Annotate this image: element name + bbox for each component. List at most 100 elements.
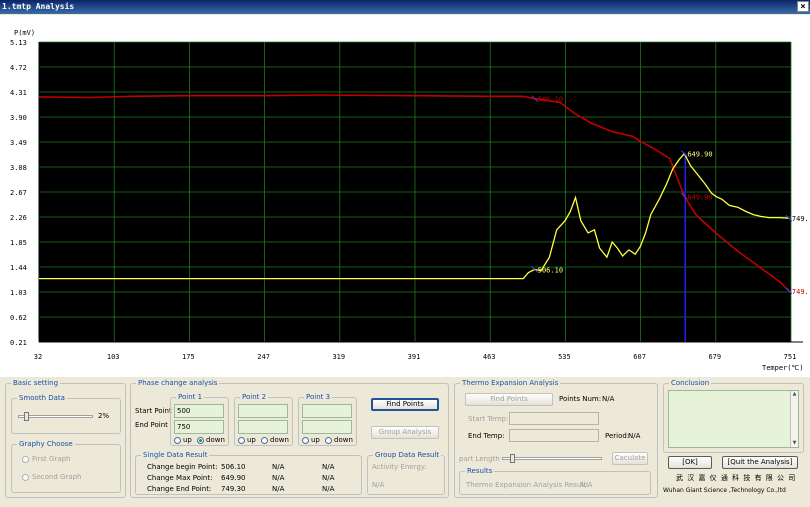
second-graph-radio[interactable] bbox=[22, 474, 29, 481]
group-analysis-button[interactable]: Group Analysis bbox=[371, 426, 439, 439]
group-data-result-legend: Group Data Result bbox=[373, 451, 442, 460]
point-3-down-radio[interactable] bbox=[325, 437, 332, 444]
point-1-up-radio[interactable] bbox=[174, 437, 181, 444]
change-begin-value-1: 506.10 bbox=[221, 463, 246, 471]
smooth-data-legend: Smooth Data bbox=[17, 394, 67, 403]
series-line-1 bbox=[38, 94, 790, 292]
caculate-button[interactable]: Caculate bbox=[612, 452, 648, 465]
thermo-results-group: Results Thermo Expansion Analysis Result… bbox=[459, 467, 651, 495]
thermo-find-points-button[interactable]: Find Points bbox=[465, 393, 553, 406]
change-end-label: Change End Point: bbox=[147, 485, 212, 493]
smooth-slider-thumb[interactable] bbox=[23, 412, 29, 421]
start-temp-label: Start Temp: bbox=[468, 415, 509, 423]
y-tick-label: 0.21 bbox=[10, 339, 27, 347]
annotation-marker bbox=[680, 192, 688, 200]
first-graph-radio[interactable] bbox=[22, 456, 29, 463]
part-length-label: part Length bbox=[459, 455, 500, 463]
phase-change-legend: Phase change analysis bbox=[136, 379, 220, 388]
annotation-label: 649.90 bbox=[687, 193, 712, 201]
point-3-end-input[interactable] bbox=[302, 420, 352, 434]
find-points-button[interactable]: Find Points bbox=[371, 398, 439, 411]
company-name-cn: 武 汉 嘉 仪 通 科 技 有 限 公 司 bbox=[676, 474, 797, 482]
activity-energy-value: N/A bbox=[372, 481, 385, 489]
point-2-group: Point 2 up down bbox=[234, 393, 293, 446]
point-1-down-radio[interactable] bbox=[197, 437, 204, 444]
points-num-label: Points Num: bbox=[559, 395, 602, 403]
y-tick-label: 4.31 bbox=[10, 89, 27, 97]
start-temp-input[interactable] bbox=[509, 412, 599, 425]
basic-setting-group: Basic setting Smooth Data 2% Graphy Choo… bbox=[5, 379, 126, 498]
end-temp-input[interactable] bbox=[509, 429, 599, 442]
conclusion-textarea[interactable]: ▲ ▼ bbox=[668, 390, 799, 448]
second-graph-label: Second Graph bbox=[32, 473, 82, 481]
smooth-slider-track[interactable] bbox=[18, 415, 93, 418]
annotation-label: 506.10 bbox=[538, 266, 563, 274]
annotation-marker bbox=[785, 214, 793, 222]
end-temp-label: End Temp: bbox=[468, 432, 505, 440]
company-name-en: Wuhan Giant Science ,Technology Co.,ltd bbox=[663, 487, 786, 494]
single-data-result-legend: Single Data Result bbox=[141, 451, 210, 460]
annotation-marker bbox=[531, 95, 539, 103]
point-3-up-radio[interactable] bbox=[302, 437, 309, 444]
y-tick-label: 4.72 bbox=[10, 64, 27, 72]
point-3-start-input[interactable] bbox=[302, 404, 352, 418]
activity-energy-label: Activity Energy: bbox=[372, 463, 427, 471]
x-tick-label: 103 bbox=[107, 353, 120, 361]
x-tick-label: 463 bbox=[483, 353, 496, 361]
phase-change-group: Phase change analysis Start Point End Po… bbox=[130, 379, 449, 498]
change-begin-label: Change begin Point: bbox=[147, 463, 218, 471]
x-tick-label: 319 bbox=[332, 353, 345, 361]
y-tick-label: 2.26 bbox=[10, 214, 27, 222]
point-1-end-input[interactable]: 750 bbox=[174, 420, 224, 434]
x-tick-label: 175 bbox=[182, 353, 195, 361]
scroll-down-icon[interactable]: ▼ bbox=[792, 440, 797, 446]
point-3-group: Point 3 up down bbox=[298, 393, 357, 446]
end-point-label: End Point bbox=[135, 421, 168, 429]
change-end-value-3: N/A bbox=[322, 485, 335, 493]
y-tick-label: 3.49 bbox=[10, 139, 27, 147]
point-1-down-label: down bbox=[206, 436, 225, 444]
quit-analysis-button[interactable]: [Quit the Analysis] bbox=[722, 456, 798, 469]
point-1-start-input[interactable]: 500 bbox=[174, 404, 224, 418]
single-data-result-group: Single Data Result Change begin Point: 5… bbox=[135, 451, 362, 495]
y-tick-label: 3.08 bbox=[10, 164, 27, 172]
part-length-slider-track[interactable] bbox=[502, 457, 602, 460]
thermo-result-label: Thermo Expansion Analysis Result: bbox=[466, 481, 589, 489]
annotation-label: 749. bbox=[792, 215, 809, 223]
point-2-down-radio[interactable] bbox=[261, 437, 268, 444]
change-end-value-2: N/A bbox=[272, 485, 285, 493]
conclusion-legend: Conclusion bbox=[669, 379, 712, 388]
point-2-end-input[interactable] bbox=[238, 420, 288, 434]
graphy-choose-group: Graphy Choose First Graph Second Graph bbox=[11, 440, 121, 493]
thermo-result-value: N/A bbox=[580, 481, 593, 489]
point-2-start-input[interactable] bbox=[238, 404, 288, 418]
point-2-up-radio[interactable] bbox=[238, 437, 245, 444]
change-begin-value-3: N/A bbox=[322, 463, 335, 471]
change-begin-value-2: N/A bbox=[272, 463, 285, 471]
scroll-up-icon[interactable]: ▲ bbox=[792, 391, 797, 397]
close-icon[interactable]: × bbox=[797, 1, 809, 12]
x-tick-label: 535 bbox=[558, 353, 571, 361]
smooth-data-group: Smooth Data 2% bbox=[11, 394, 121, 434]
change-max-label: Change Max Point: bbox=[147, 474, 213, 482]
x-tick-label: 391 bbox=[408, 353, 421, 361]
points-num-value: N/A bbox=[602, 395, 615, 403]
change-max-value-3: N/A bbox=[322, 474, 335, 482]
point-1-group: Point 1 500 750 up down bbox=[170, 393, 229, 446]
ok-button[interactable]: [OK] bbox=[668, 456, 712, 469]
y-tick-label: 2.67 bbox=[10, 189, 27, 197]
x-tick-label: 679 bbox=[708, 353, 721, 361]
thermo-expansion-group: Thermo Expansion Analysis Find Points Po… bbox=[454, 379, 658, 498]
conclusion-scrollbar[interactable]: ▲ ▼ bbox=[790, 391, 798, 447]
point-1-up-label: up bbox=[183, 436, 192, 444]
group-data-result-group: Group Data Result Activity Energy: N/A bbox=[367, 451, 445, 495]
graphy-choose-legend: Graphy Choose bbox=[17, 440, 75, 449]
thermo-results-legend: Results bbox=[465, 467, 495, 476]
point-2-down-label: down bbox=[270, 436, 289, 444]
y-tick-label: 1.03 bbox=[10, 289, 27, 297]
part-length-slider-thumb[interactable] bbox=[510, 454, 515, 463]
point-2-legend: Point 2 bbox=[240, 393, 269, 402]
period-label: Period: bbox=[605, 432, 630, 440]
x-tick-label: 32 bbox=[34, 353, 42, 361]
chart-area: 32 103 175 247 319 391 463 535 607 679 751 5.13 4.72… bbox=[0, 15, 810, 377]
